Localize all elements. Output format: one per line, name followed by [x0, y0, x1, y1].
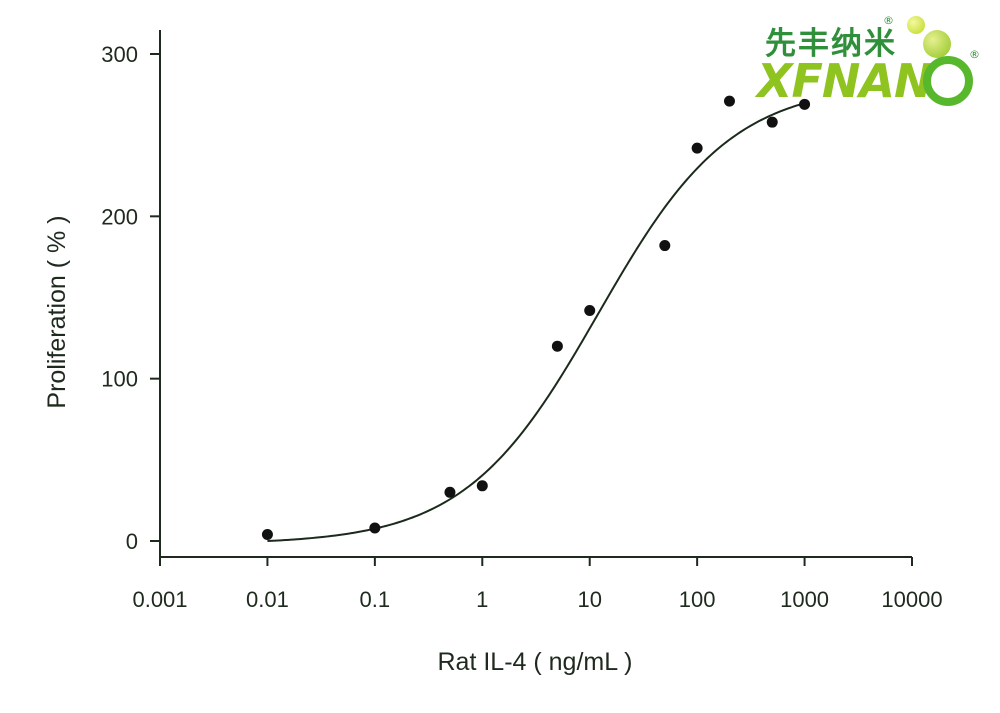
data-point: [551, 340, 563, 352]
x-tick-label: 0.01: [246, 587, 289, 612]
data-point: [723, 95, 735, 107]
logo-registered-mark-2: ®: [969, 48, 980, 61]
x-tick-label: 1000: [780, 587, 829, 612]
x-tick-label: 10: [577, 587, 601, 612]
fit-curve-line: [267, 102, 805, 543]
x-tick-label: 0.1: [360, 587, 391, 612]
x-tick-label: 0.001: [132, 587, 187, 612]
y-tick-label: 100: [101, 367, 138, 392]
data-point: [691, 142, 703, 154]
data-point: [766, 116, 778, 128]
y-tick-label: 0: [126, 529, 138, 554]
data-point: [584, 304, 596, 316]
y-axis-title: Proliferation ( % ): [43, 215, 71, 408]
data-point: [799, 98, 811, 110]
logo-english-text: XFNAN: [757, 54, 932, 108]
xfnano-logo: 先丰纳米 ® XFNAN ®: [755, 12, 985, 112]
x-tick-label: 1: [476, 587, 488, 612]
logo-large-ball-icon: [923, 30, 951, 58]
data-point: [659, 240, 671, 252]
x-axis-title: Rat IL-4 ( ng/mL ): [438, 648, 633, 676]
data-points-layer: [261, 95, 811, 541]
data-point: [444, 486, 456, 498]
fit-curve-layer: [267, 102, 805, 543]
data-point: [369, 522, 381, 534]
logo-ring-icon: [923, 56, 973, 106]
axes: 0.001 0.01 0.1 1 10 100 1000 10000 0 100 200 300: [101, 30, 943, 612]
data-point: [261, 529, 273, 541]
y-tick-label: 200: [101, 204, 138, 229]
x-tick-label: 10000: [881, 587, 942, 612]
x-tick-label: 100: [679, 587, 716, 612]
logo-registered-mark: ®: [883, 14, 894, 27]
logo-chinese-text: 先丰纳米: [765, 26, 897, 62]
data-point: [476, 480, 488, 492]
logo-small-ball-icon: [907, 16, 925, 34]
y-tick-label: 300: [101, 42, 138, 67]
